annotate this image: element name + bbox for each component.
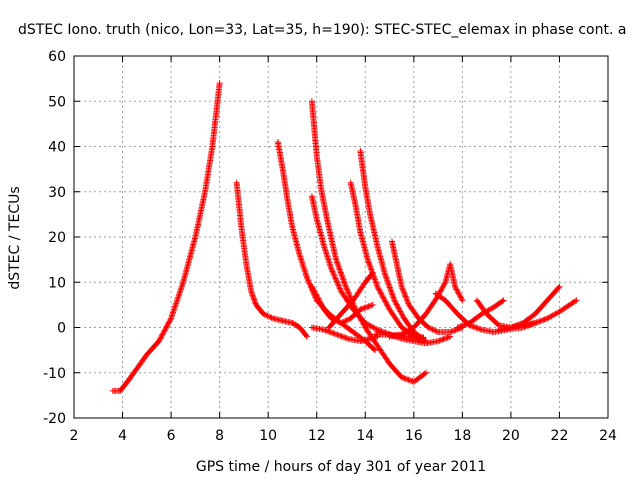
y-tick-label: 0 <box>57 321 66 337</box>
x-tick-label: 12 <box>308 428 326 444</box>
series-markers <box>308 193 454 347</box>
x-tick-label: 16 <box>405 428 423 444</box>
y-tick-label: 50 <box>48 94 66 110</box>
x-tick-label: 8 <box>215 428 224 444</box>
series-16 <box>454 297 507 331</box>
x-tick-label: 18 <box>453 428 471 444</box>
series-13 <box>386 261 466 340</box>
x-tick-label: 22 <box>551 428 569 444</box>
chart-title: dSTEC Iono. truth (nico, Lon=33, Lat=35,… <box>18 22 626 38</box>
series-2 <box>233 179 310 340</box>
y-tick-label: 10 <box>48 275 66 291</box>
series-markers <box>233 179 310 340</box>
series-markers <box>386 261 466 340</box>
data-marks <box>109 80 580 394</box>
series-17 <box>495 297 580 333</box>
x-tick-label: 2 <box>70 428 79 444</box>
series-markers <box>454 297 507 331</box>
y-tick-label: 20 <box>48 230 66 246</box>
y-tick-label: 30 <box>48 185 66 201</box>
series-markers <box>347 179 429 345</box>
series-markers <box>109 80 223 394</box>
x-tick-label: 20 <box>502 428 520 444</box>
grid <box>74 56 608 418</box>
plot-frame <box>73 55 609 419</box>
x-tick-label: 6 <box>167 428 176 444</box>
x-axis-label: GPS time / hours of day 301 of year 2011 <box>196 459 486 475</box>
x-tick-label: 24 <box>599 428 617 444</box>
y-axis-label: dSTEC / TECUs <box>7 186 23 289</box>
series-7 <box>308 324 381 345</box>
series-markers <box>325 270 376 331</box>
series-markers <box>495 297 580 333</box>
series-markers <box>389 238 466 335</box>
series-6 <box>308 283 376 326</box>
y-tick-label: -20 <box>43 411 66 427</box>
series-8 <box>347 179 429 345</box>
series-11 <box>389 238 466 335</box>
series-10 <box>325 270 376 331</box>
series-markers <box>308 283 376 326</box>
series-1 <box>109 80 223 394</box>
y-tick-label: -10 <box>43 366 66 382</box>
y-tick-label: 40 <box>48 140 66 156</box>
series-5 <box>308 193 454 347</box>
y-tick-label: 60 <box>48 49 66 65</box>
x-tick-label: 14 <box>356 428 374 444</box>
series-markers <box>308 324 381 345</box>
x-tick-label: 10 <box>259 428 277 444</box>
x-tick-label: 4 <box>118 428 127 444</box>
